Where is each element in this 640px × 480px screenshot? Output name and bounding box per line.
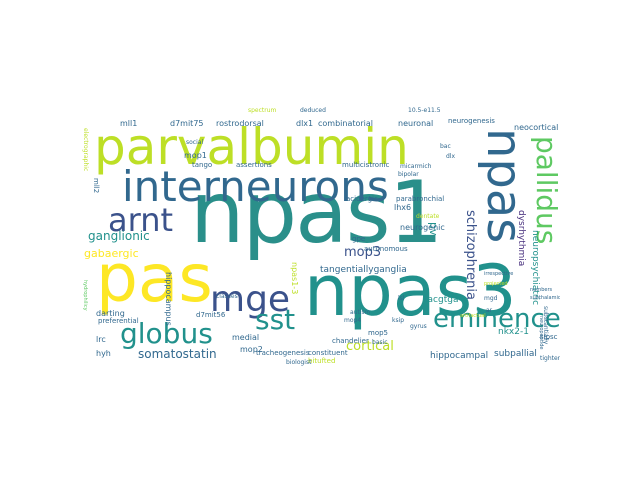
word-medial: medial (232, 333, 260, 342)
word-pv: pv (427, 222, 440, 236)
word-subthalamic: subthalamic (530, 295, 560, 301)
word-neuropsychiatric: neuropsychiatric (530, 230, 540, 306)
word-bitufted: bitufted (308, 357, 336, 365)
word-tracheogenesis: tracheogenesis (256, 349, 310, 357)
word-gabaergic: gabaergic (84, 247, 139, 260)
word-classes: classes (216, 293, 238, 300)
word-parvalbumin: parvalbumin (94, 118, 409, 176)
word-cloud: npas1 parvalbumin interneurons npas3 pas… (80, 106, 560, 366)
word-hydrophilicy: hydrophilicy (82, 280, 88, 311)
word-deduced: deduced (300, 107, 326, 114)
word-mop5: mop5 (368, 329, 388, 337)
word-darting: darting (96, 309, 125, 318)
word-mll1: mll1 (120, 119, 138, 128)
word-acidergic: acidergic (346, 195, 378, 203)
word-preferential: preferential (98, 317, 139, 325)
word-mop1: mop1 (184, 151, 207, 160)
word-gyrus: gyrus (410, 323, 427, 330)
word-ksip: ksip (392, 317, 405, 324)
word-npas: npas (476, 128, 532, 244)
word-mll2: mll2 (92, 178, 100, 194)
word-globus: globus (120, 317, 213, 350)
word-tacgtga: tacgtga (424, 295, 459, 305)
word-hyh: hyh (96, 349, 111, 358)
word-ganglionic: ganglionic (88, 229, 150, 243)
word-bipolar: bipolar (398, 171, 419, 178)
word-rostrodorsal: rostrodorsal (216, 119, 264, 128)
word-lhx6: lhx6 (394, 203, 412, 212)
word-bac: bac (440, 143, 451, 150)
word-dentate: dentate (416, 213, 440, 220)
word-multicistronic: multicistronic (342, 161, 390, 169)
word-npas1: npas1 (190, 163, 443, 263)
word-projected: projected (484, 281, 508, 287)
word-nkx21: nkx2-1 (498, 327, 529, 337)
word-basic: basic (372, 339, 388, 346)
word-mgd: mgd (484, 295, 498, 302)
word-autism: autism (350, 309, 371, 316)
word-sipsc: sipsc (540, 333, 558, 341)
word-neuronal: neuronal (398, 119, 434, 128)
word-constituent: constituent (308, 349, 348, 357)
word-tighter: tighter (540, 355, 560, 362)
word-somatostatin: somatostatin (138, 347, 217, 361)
word-arnt: arnt (108, 201, 174, 239)
word-npas3: npas3 (304, 250, 517, 332)
word-mge: mge (210, 279, 291, 320)
word-cortical: cortical (346, 339, 394, 354)
word-irrespective: irrespective (484, 271, 514, 277)
word-hippocampal: hippocampal (430, 351, 489, 361)
word-schizophrenia: schizophrenia (463, 210, 478, 300)
word-biologist: biologist (286, 359, 312, 366)
word-spectrum: spectrum (248, 107, 277, 114)
word-sst: sst (255, 303, 296, 336)
word-lsl: lsl (398, 295, 405, 302)
word-chandelier: chandelier (332, 337, 369, 345)
word-eminence: eminence (433, 304, 560, 334)
word-ll5ell5: 10.5-e11.5 (408, 107, 441, 114)
word-artifactual: artifactual (460, 313, 486, 319)
word-neuropeptide: neuropeptide (538, 316, 544, 350)
word-substantially: substantially (542, 306, 549, 345)
word-mop3: mop3 (344, 245, 382, 260)
word-neurogenesis: neurogenesis (448, 117, 495, 125)
word-social: social (186, 139, 204, 146)
word-ar: ar (486, 307, 493, 314)
word-assertions: assertions (236, 161, 272, 169)
word-interneurons: interneurons (122, 162, 389, 211)
word-micarmich: micarmich (400, 163, 432, 170)
word-mop2: mop2 (240, 345, 263, 354)
word-d7mit75: d7mit75 (170, 119, 204, 128)
word-dlx: dlx (446, 153, 456, 160)
word-neurogenic: neurogenic (400, 223, 445, 232)
word-numbers: numbers (530, 287, 553, 293)
word-d7mit56: d7mit56 (196, 311, 226, 319)
word-gpe: gpe (352, 235, 366, 243)
word-npas13: npas1-3 (290, 262, 299, 295)
word-parabronchial: parabronchial (396, 195, 445, 203)
word-pas: pas (96, 240, 213, 317)
word-dlx1: dlx1 (296, 119, 314, 128)
word-tango: tango (192, 161, 213, 169)
word-lrc: lrc (96, 335, 106, 344)
word-neocortical: neocortical (514, 123, 559, 132)
word-subpallial: subpallial (494, 349, 537, 359)
word-mop4: mop4 (344, 317, 362, 324)
word-tangentiallyganglia: tangentiallyganglia (320, 265, 407, 275)
word-autonomous: autonomous (364, 245, 408, 253)
word-combinatorial: combinatorial (318, 119, 374, 128)
word-dysrhythmia: dysrhythmia (516, 210, 526, 267)
word-pallidus: pallidus (530, 136, 560, 245)
word-hippocampus: hippocampus (164, 272, 173, 326)
word-electrographic: electrographic (82, 128, 89, 172)
